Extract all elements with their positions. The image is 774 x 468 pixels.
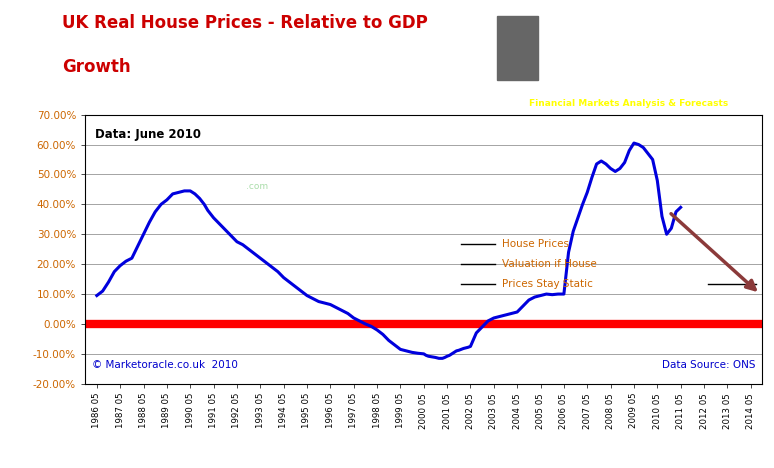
Text: MarketOracle.co.uk: MarketOracle.co.uk — [569, 37, 716, 50]
Text: Data Source: ONS: Data Source: ONS — [662, 360, 755, 370]
Text: Financial Markets Analysis & Forecasts: Financial Markets Analysis & Forecasts — [529, 99, 728, 108]
Text: Prices Stay Static: Prices Stay Static — [502, 279, 593, 289]
Text: Growth: Growth — [62, 58, 131, 76]
Text: Data: June 2010: Data: June 2010 — [95, 128, 201, 141]
Bar — [497, 16, 538, 80]
Text: UK Real House Prices - Relative to GDP: UK Real House Prices - Relative to GDP — [62, 14, 428, 32]
Text: House Prices: House Prices — [502, 239, 569, 249]
Text: © Marketoracle.co.uk  2010: © Marketoracle.co.uk 2010 — [92, 360, 238, 370]
Text: Valuation if House: Valuation if House — [502, 259, 597, 269]
